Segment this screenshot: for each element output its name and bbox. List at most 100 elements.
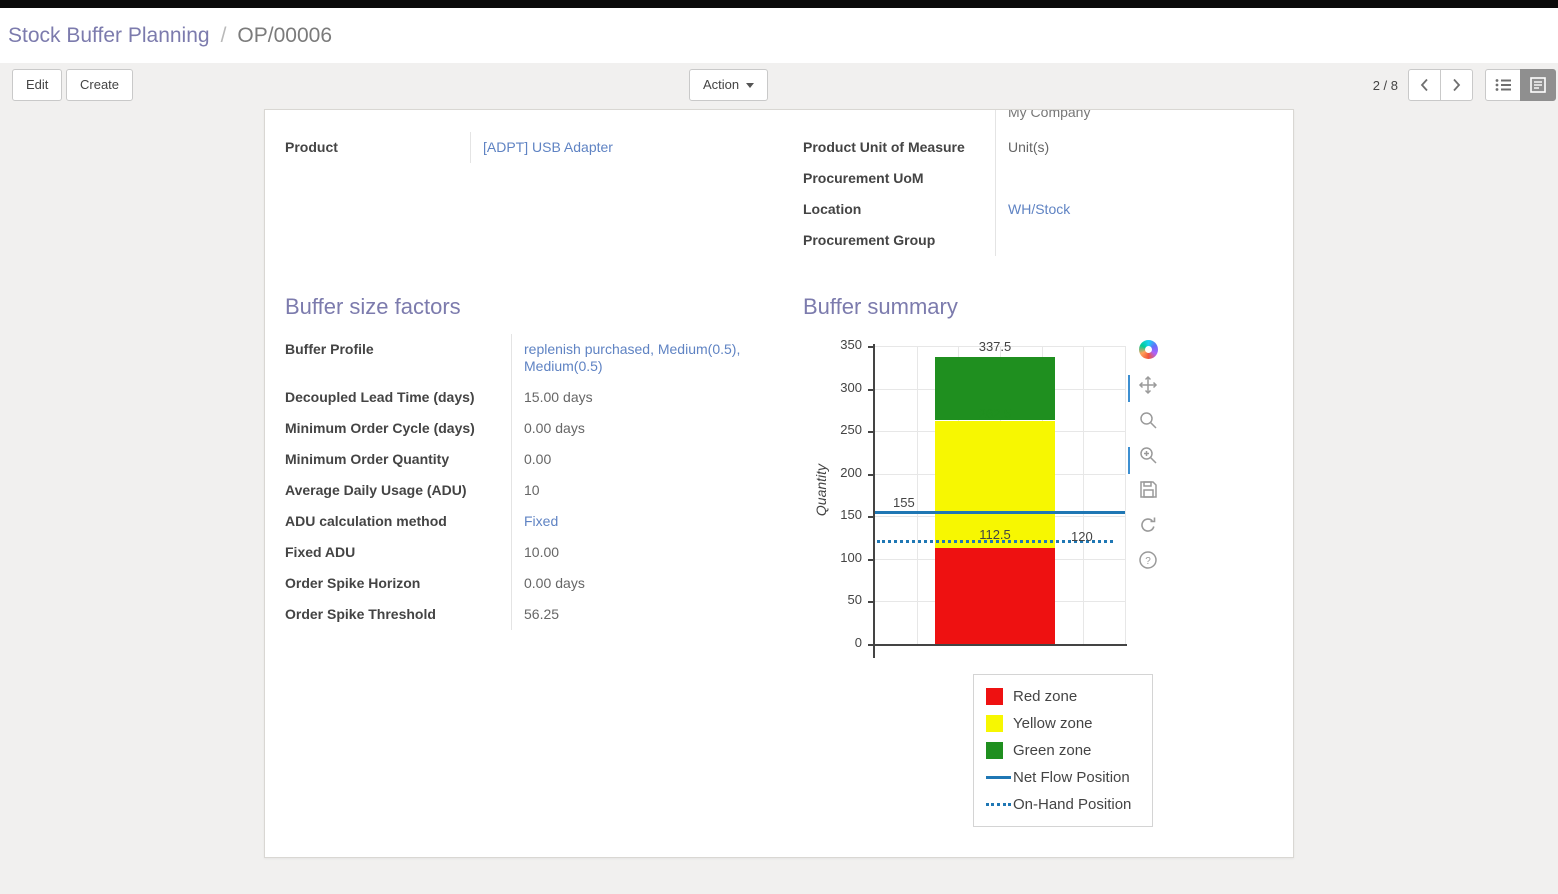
field-label-procurement-uom: Procurement UoM [803,170,924,186]
legend-item-red-zone[interactable]: Red zone [974,683,1152,710]
section-heading-buffer-size-factors: Buffer size factors [285,294,461,319]
order-spike-threshold-value: 56.25 [524,606,560,622]
field-label-order-spike-threshold: Order Spike Threshold [285,606,436,622]
list-view-button[interactable] [1485,69,1521,101]
legend-label: Net Flow Position [1013,769,1130,786]
field-row-min-order-cycle: Minimum Order Cycle (days) 0.00 days [285,413,755,444]
section-heading-buffer-summary: Buffer summary [803,294,958,319]
chevron-right-icon [1453,78,1461,92]
field-row-product-uom: Product Unit of Measure Unit(s) [803,132,1273,163]
field-row-procurement-uom: Procurement UoM [803,163,1273,194]
location-link[interactable]: WH/Stock [1008,201,1071,217]
decoupled-lead-time-value: 15.00 [524,389,560,405]
field-label-adu-method: ADU calculation method [285,513,447,529]
min-order-quantity-value: 0.00 [524,451,552,467]
breadcrumb-parent-link[interactable]: Stock Buffer Planning [8,23,210,47]
partial-company-value: My Company [1008,110,1091,120]
field-row-location: Location WH/Stock [803,194,1273,225]
reset-axes-icon[interactable] [1137,514,1159,535]
modebar-active-indicator [1128,447,1130,474]
field-label-fixed-adu: Fixed ADU [285,544,356,560]
pan-icon[interactable] [1137,374,1159,395]
green-zone-swatch-icon [986,742,1003,759]
order-spike-horizon-unit: days [555,575,585,591]
content-area: Product [ADPT] USB Adapter My Company Pr… [0,109,1558,894]
field-row-decoupled-lead-time: Decoupled Lead Time (days) 15.00 days [285,382,755,413]
adu-method-link[interactable]: Fixed [524,513,559,529]
view-switcher [1485,69,1556,101]
list-view-icon [1495,79,1511,91]
field-label-buffer-profile: Buffer Profile [285,341,374,357]
adu-value: 10 [524,482,540,498]
top-menu-bar [0,0,1558,8]
pager-next-button[interactable] [1440,69,1473,101]
red-zone-swatch-icon [986,688,1003,705]
pager-buttons [1408,69,1473,101]
field-row-product: Product [ADPT] USB Adapter [285,132,755,163]
legend-item-net-flow-position[interactable]: Net Flow Position [974,764,1152,791]
field-row-order-spike-threshold: Order Spike Threshold 56.25 [285,599,755,630]
legend-label: Red zone [1013,688,1078,705]
legend-label: Green zone [1013,742,1092,759]
field-label-order-spike-horizon: Order Spike Horizon [285,575,421,591]
field-label-product-uom: Product Unit of Measure [803,139,965,155]
action-label: Action [703,77,740,92]
chart-modebar: ? [1128,339,1160,570]
field-row-procurement-group: Procurement Group [803,225,1273,256]
legend-label: Yellow zone [1013,715,1093,732]
decoupled-lead-time-unit: days [563,389,593,405]
product-uom-value: Unit(s) [1008,139,1050,155]
legend-item-green-zone[interactable]: Green zone [974,737,1152,764]
plotly-logo-icon[interactable] [1137,339,1159,360]
field-row-buffer-profile: Buffer Profile replenish purchased, Medi… [285,334,755,382]
field-label-decoupled-lead-time: Decoupled Lead Time (days) [285,389,475,405]
chart-legend: Red zone Yellow zone Green zone Net Flow… [973,674,1153,827]
create-button[interactable]: Create [66,69,134,101]
buffer-profile-link[interactable]: replenish purchased, Medium(0.5), Medium… [524,341,741,374]
breadcrumb-current: OP/00006 [237,23,332,47]
zoom-in-icon[interactable] [1137,444,1159,465]
svg-text:?: ? [1145,556,1151,567]
field-label-min-order-cycle: Minimum Order Cycle (days) [285,420,475,436]
field-label-min-order-quantity: Minimum Order Quantity [285,451,450,467]
control-panel: Edit Create Action 2 / 8 [0,63,1558,109]
field-label-location: Location [803,201,862,217]
dotted-line-swatch-icon [986,803,1011,806]
chevron-left-icon [1420,78,1428,92]
product-link[interactable]: [ADPT] USB Adapter [483,139,613,155]
form-sheet: Product [ADPT] USB Adapter My Company Pr… [264,109,1294,858]
breadcrumb-separator: / [220,23,227,47]
min-order-cycle-value: 0.00 [524,420,552,436]
field-row-order-spike-horizon: Order Spike Horizon 0.00 days [285,568,755,599]
fixed-adu-value: 10.00 [524,544,560,560]
form-view-icon [1530,77,1546,93]
field-label-procurement-group: Procurement Group [803,232,936,248]
form-view-button[interactable] [1520,69,1556,101]
field-row-partial-top: My Company [803,110,1273,132]
order-spike-horizon-value: 0.00 [524,575,552,591]
action-dropdown-button[interactable]: Action [689,69,769,101]
modebar-active-indicator [1128,375,1130,402]
plot-canvas[interactable]: 0 50 100 150 200 250 300 350 337.5 262.5 155 112.5 1… [803,334,1273,664]
legend-item-on-hand-position[interactable]: On-Hand Position [974,791,1152,818]
edit-button[interactable]: Edit [12,69,63,101]
caret-down-icon [746,83,755,89]
field-row-adu: Average Daily Usage (ADU) 10 [285,475,755,506]
zoom-icon[interactable] [1137,409,1159,430]
buffer-summary-chart: Quantity 0 50 100 150 200 250 300 350 337.5 262.5… [803,334,1273,664]
pager-value: 2 / 8 [1372,77,1398,93]
help-icon[interactable]: ? [1137,549,1159,570]
legend-label: On-Hand Position [1013,796,1132,813]
yellow-zone-swatch-icon [986,715,1003,732]
legend-item-yellow-zone[interactable]: Yellow zone [974,710,1152,737]
field-row-min-order-quantity: Minimum Order Quantity 0.00 [285,444,755,475]
breadcrumb: Stock Buffer Planning / OP/00006 [0,8,1558,63]
field-label-product: Product [285,139,338,155]
pager-previous-button[interactable] [1408,69,1441,101]
field-row-fixed-adu: Fixed ADU 10.00 [285,537,755,568]
field-row-adu-method: ADU calculation method Fixed [285,506,755,537]
field-label-adu: Average Daily Usage (ADU) [285,482,467,498]
save-icon[interactable] [1137,479,1159,500]
solid-line-swatch-icon [986,776,1011,779]
min-order-cycle-unit: days [555,420,585,436]
